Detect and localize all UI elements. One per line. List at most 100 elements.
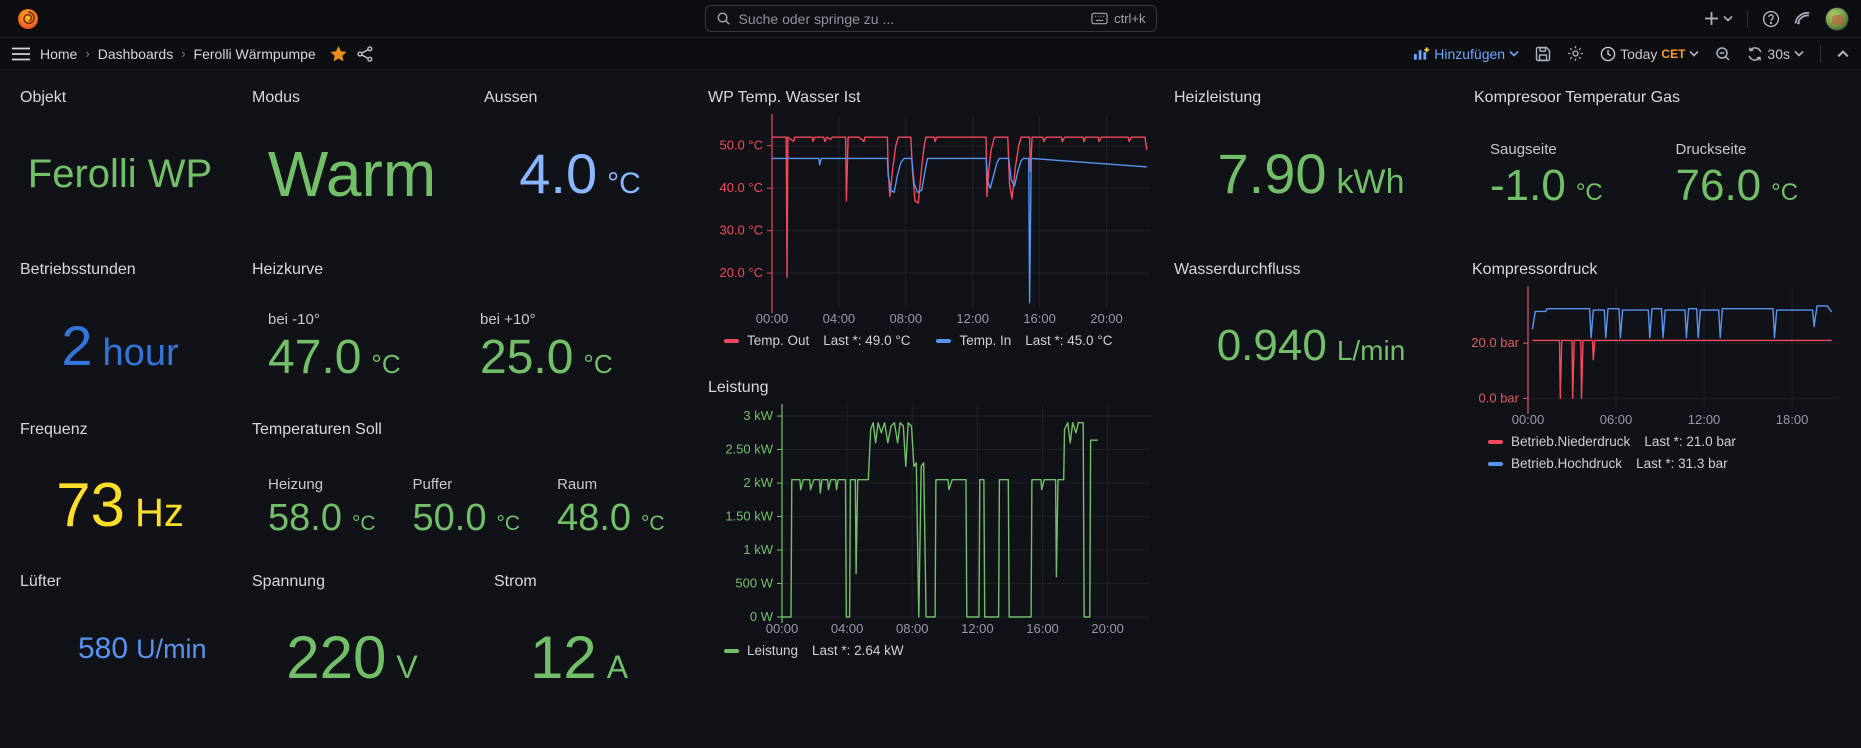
share-button[interactable]: [357, 45, 373, 62]
substat-heizung: Heizung 58.0 °C: [252, 476, 397, 537]
dashboard-canvas: Objekt Ferolli WP Modus Warm Aussen 4.0 °…: [0, 70, 1861, 748]
search-input[interactable]: [738, 10, 1084, 27]
legend-item[interactable]: Temp. Out Last *: 49.0 °C: [724, 333, 910, 348]
chevron-down-icon: [1689, 50, 1699, 57]
panel-title: Leistung: [708, 379, 769, 396]
panel-objekt: Objekt Ferolli WP: [8, 80, 232, 248]
favorite-button[interactable]: [330, 45, 347, 62]
grafana-logo-icon[interactable]: [16, 7, 40, 31]
panel-kompressor-temperatur: Kompresoor Temperatur Gas Saugseite -1.0…: [1462, 80, 1857, 248]
panel-title: Modus: [252, 89, 301, 106]
svg-text:1 kW: 1 kW: [743, 542, 773, 557]
panel-title: Betriebsstunden: [20, 261, 136, 278]
timezone-label: CET: [1661, 46, 1686, 61]
timeseries-chart[interactable]: 3 kW 2.50 kW 2 kW 1.50 kW 1 kW 500 W 0 W 00:00 0…: [708, 398, 1158, 639]
svg-text:08:00: 08:00: [890, 311, 923, 326]
stat-value: 7.90 kWh: [1217, 142, 1405, 205]
svg-text:2 kW: 2 kW: [743, 475, 773, 490]
svg-text:0.0 bar: 0.0 bar: [1479, 390, 1520, 405]
svg-text:500 W: 500 W: [735, 576, 773, 591]
breadcrumb-dashboards[interactable]: Dashboards: [97, 45, 174, 62]
panel-leistung: Leistung 3 kW 2.50 kW 2 kW 1.50 kW 1 kW 500 W…: [698, 370, 1168, 662]
star-icon: [330, 45, 347, 61]
panel-title: Objekt: [20, 89, 67, 106]
chevron-down-icon: [1723, 15, 1733, 22]
add-panel-button[interactable]: Hinzufügen: [1413, 46, 1519, 62]
timeseries-chart[interactable]: 50.0 °C 40.0 °C 30.0 °C 20.0 °C 00:00 04:00 08…: [708, 108, 1158, 329]
mega-menu-toggle[interactable]: [12, 47, 30, 61]
stat-value: Ferolli WP: [27, 152, 213, 196]
panel-betriebsstunden: Betriebsstunden 2 hour: [8, 252, 232, 420]
refresh-interval-label: 30s: [1767, 45, 1790, 62]
legend-swatch: [1488, 439, 1503, 444]
panel-wasserdurchfluss: Wasserdurchfluss 0.940 L/min: [1162, 252, 1460, 420]
save-icon: [1535, 46, 1551, 61]
time-range-picker[interactable]: Today CET: [1600, 46, 1699, 62]
svg-text:08:00: 08:00: [896, 621, 929, 636]
substat-druckseite: Druckseite 76.0 °C: [1660, 141, 1846, 208]
search-shortcut: ctrl+k: [1091, 11, 1146, 26]
timeseries-chart[interactable]: 20.0 bar 0.0 bar 00:00 06:00 12:00 18:00: [1471, 280, 1847, 430]
stat-value: 73 Hz: [56, 471, 184, 540]
panel-modus: Modus Warm: [240, 80, 464, 248]
panel-title: WP Temp. Wasser Ist: [708, 89, 861, 106]
svg-text:04:00: 04:00: [831, 621, 864, 636]
panel-title: Kompresoor Temperatur Gas: [1474, 89, 1681, 106]
stat-value: 47.0 °C: [268, 330, 401, 384]
collapse-toolbar-button[interactable]: [1837, 49, 1849, 58]
panel-title: Spannung: [252, 573, 325, 590]
stat-value: 76.0 °C: [1675, 160, 1799, 210]
global-search[interactable]: ctrl+k: [704, 5, 1157, 32]
legend-item[interactable]: Temp. In Last *: 45.0 °C: [936, 333, 1112, 348]
stat-value: 0.940 L/min: [1216, 321, 1406, 370]
topbar-divider: [1747, 9, 1748, 28]
clock-icon: [1600, 46, 1616, 61]
zoom-out-icon: [1716, 46, 1730, 61]
breadcrumb-home[interactable]: Home: [40, 45, 78, 62]
dashboard-settings-button[interactable]: [1567, 45, 1584, 62]
panel-title: Temperaturen Soll: [252, 421, 382, 438]
panel-strom: Strom 12 A: [470, 564, 688, 732]
panel-title: Kompressordruck: [1472, 261, 1598, 278]
svg-text:00:00: 00:00: [766, 621, 799, 636]
help-button[interactable]: [1762, 10, 1780, 28]
chart-legend: Temp. Out Last *: 49.0 °C Temp. In Last *:…: [708, 329, 1158, 348]
news-button[interactable]: [1794, 10, 1811, 27]
svg-text:00:00: 00:00: [756, 311, 789, 326]
stat-value: 50.0 °C: [412, 496, 521, 539]
panel-luefter: Lüfter 580 U/min: [8, 564, 232, 714]
top-bar: ctrl+k: [0, 0, 1861, 38]
avatar[interactable]: [1825, 6, 1849, 31]
legend-item[interactable]: Leistung Last *: 2.64 kW: [724, 643, 904, 658]
legend-swatch: [1488, 461, 1503, 466]
help-icon: [1762, 10, 1780, 27]
toolbar-divider: [1820, 44, 1821, 63]
svg-text:16:00: 16:00: [1023, 311, 1056, 326]
zoom-out-time-button[interactable]: [1715, 46, 1731, 62]
stat-value: 220 V: [286, 624, 418, 691]
refresh-button[interactable]: 30s: [1747, 46, 1804, 62]
svg-text:0 W: 0 W: [750, 609, 774, 624]
legend-swatch: [724, 338, 739, 343]
panel-title: Heizkurve: [252, 261, 324, 278]
svg-text:20:00: 20:00: [1090, 311, 1123, 326]
hamburger-icon: [12, 47, 30, 60]
stat-value: 2 hour: [61, 314, 179, 377]
substat-bei-plus-10: bei +10° 25.0 °C: [464, 311, 676, 382]
stat-value: 58.0 °C: [268, 496, 376, 539]
svg-text:12:00: 12:00: [956, 311, 989, 326]
legend-item[interactable]: Betrieb.Hochdruck Last *: 31.3 bar: [1488, 456, 1847, 471]
legend-item[interactable]: Betrieb.Niederdruck Last *: 21.0 bar: [1488, 434, 1847, 449]
chevron-down-icon: [1794, 50, 1804, 57]
panel-title: Frequenz: [20, 421, 88, 438]
stat-value: 580 U/min: [78, 632, 207, 665]
rss-icon: [1794, 12, 1810, 25]
breadcrumb-current-dashboard[interactable]: Ferolli Wärmpumpe: [193, 45, 316, 62]
substat-bei-minus-10: bei -10° 47.0 °C: [252, 311, 464, 382]
svg-text:1.50 kW: 1.50 kW: [725, 509, 773, 524]
stat-value: Warm: [267, 138, 437, 210]
new-menu-button[interactable]: [1704, 11, 1733, 26]
save-dashboard-button[interactable]: [1535, 46, 1551, 62]
gear-icon: [1568, 46, 1583, 61]
panel-spannung: Spannung 220 V: [240, 564, 464, 732]
